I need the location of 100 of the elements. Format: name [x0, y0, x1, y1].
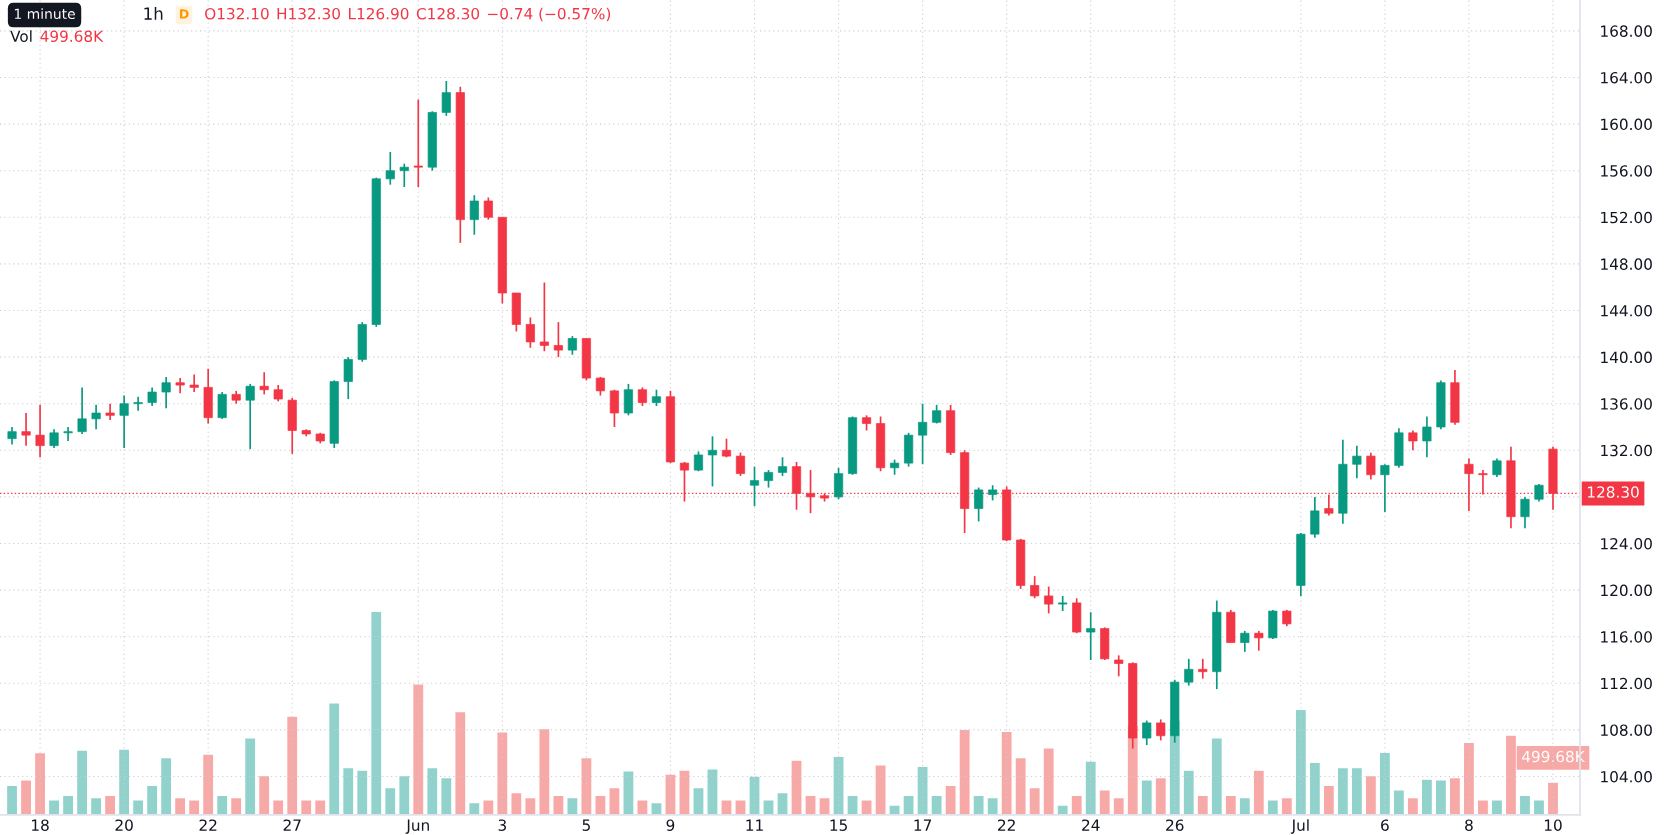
bar: [145, 784, 159, 815]
bar: [1546, 781, 1560, 815]
bar: [1532, 799, 1546, 815]
bar: [1266, 799, 1280, 815]
candlestick: [777, 456, 788, 477]
candlestick: [1408, 429, 1418, 452]
candlestick: [1310, 496, 1320, 539]
y-tick-label: 136.00: [1601, 398, 1652, 410]
annotation: H132.30: [277, 7, 340, 20]
y-tick-label: 108.00: [1601, 724, 1652, 736]
bar: [47, 799, 61, 815]
x-tick-label: 17: [914, 819, 932, 831]
candlestick: [1352, 444, 1362, 480]
bar: [159, 756, 173, 815]
bar: [257, 774, 271, 815]
annotation: −0.74 (−0.57%): [488, 7, 611, 22]
candlestick: [49, 428, 59, 449]
bar: [33, 751, 47, 815]
y-tick-label: 148.00: [1601, 258, 1652, 270]
candlestick: [1422, 415, 1432, 459]
x-tick-label: 18: [32, 819, 49, 831]
bar: [1392, 789, 1406, 815]
x-tick-label: 3: [498, 819, 506, 831]
candlestick: [1380, 463, 1390, 513]
x-tick-label: 9: [666, 819, 675, 831]
candlestick: [189, 373, 199, 393]
candlestick: [749, 465, 760, 508]
candlestick: [441, 80, 451, 117]
candlestick: [1464, 457, 1474, 512]
y-tick-label: 164.00: [1601, 71, 1652, 84]
bar: [75, 749, 89, 815]
x-tick-label: 11: [746, 819, 763, 831]
bar: [1308, 761, 1322, 815]
x-tick-label: 26: [1166, 819, 1184, 831]
candlestick: [245, 383, 255, 450]
x-tick-label: 5: [582, 819, 590, 831]
annotation: O132.10: [205, 7, 269, 20]
annotation: 499.68K: [1522, 750, 1586, 763]
y-tick-label: 160.00: [1601, 118, 1652, 131]
candlestick: [63, 426, 73, 442]
bar: [1350, 766, 1364, 815]
candlestick: [1254, 630, 1264, 652]
candlestick: [1198, 658, 1208, 680]
annotation: 1 minute: [14, 8, 75, 20]
annotation: Vol: [10, 30, 32, 43]
bar: [131, 799, 145, 815]
y-tick-label: 168.00: [1601, 25, 1652, 37]
x-tick-label: Jul: [1290, 819, 1309, 834]
bar: [1434, 779, 1448, 815]
y-tick-label: 112.00: [1601, 677, 1652, 690]
x-tick-label: 22: [998, 819, 1015, 831]
y-tick-label: 116.00: [1601, 631, 1652, 643]
candlestick: [1184, 658, 1194, 687]
x-tick-label: 8: [1465, 819, 1473, 831]
bar: [1252, 769, 1266, 815]
candlestick: [1142, 719, 1152, 746]
y-tick-label: 124.00: [1601, 537, 1652, 550]
candlestick: [974, 486, 984, 523]
candlestick: [413, 98, 423, 188]
bar: [243, 737, 257, 815]
candlestick: [217, 391, 227, 420]
x-tick-label: 24: [1082, 819, 1100, 831]
y-tick-label: 132.00: [1601, 444, 1652, 457]
candlestick: [567, 335, 577, 356]
bar: [201, 753, 215, 815]
bar: [187, 799, 201, 815]
candlestick: [735, 451, 746, 477]
candlestick: [133, 395, 143, 412]
ref-line-label: 128.30: [1588, 486, 1639, 498]
annotation: D: [180, 9, 189, 19]
y-tick-label: 140.00: [1601, 351, 1652, 364]
annotation: C128.30: [416, 7, 480, 20]
candlestick: [609, 388, 619, 428]
candlestick: [469, 194, 479, 236]
candlestick: [918, 402, 928, 466]
candlestick: [623, 383, 633, 417]
candlestick: [21, 412, 31, 447]
bar: [1448, 776, 1462, 815]
bar: [1336, 766, 1350, 815]
y-tick-label: 104.00: [1601, 770, 1652, 783]
candlestick: [35, 404, 45, 459]
candlestick: [147, 386, 157, 407]
candlestick: [1086, 611, 1096, 661]
candlestick: [399, 162, 409, 188]
candlestick: [1520, 496, 1530, 530]
candlestick: [1030, 575, 1040, 600]
annotation: 499.68K: [40, 30, 104, 43]
candlestick: [707, 435, 718, 488]
candlestick: [834, 466, 844, 501]
candlestick: [1044, 585, 1054, 615]
candlestick: [539, 281, 549, 353]
bar: [117, 748, 131, 815]
bar: [5, 784, 19, 815]
candlestick: [637, 386, 647, 407]
candlestick: [385, 151, 395, 186]
x-tick-label: 22: [199, 819, 217, 831]
bar: [1476, 799, 1490, 815]
candlestick: [91, 404, 101, 431]
bar: [1462, 741, 1476, 815]
candlestick: [553, 321, 563, 358]
